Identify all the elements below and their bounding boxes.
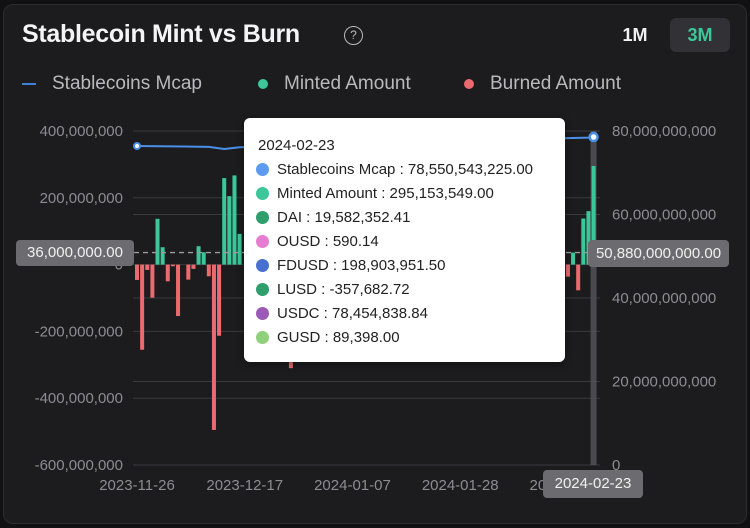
minted-bar — [586, 211, 591, 265]
burned-bar — [135, 264, 139, 280]
crosshair-left-value: 36,000,000.00 — [16, 240, 134, 266]
series-dot-icon — [256, 163, 269, 176]
crosshair-date: 2024-02-23 — [543, 470, 643, 498]
tooltip-row: OUSD : 590.14 — [256, 233, 379, 250]
legend-item-minted[interactable]: Minted Amount — [258, 73, 411, 95]
tooltip-row: Minted Amount : 295,153,549.00 — [256, 185, 494, 202]
tooltip-row-label: Stablecoins Mcap : 78,550,543,225.00 — [277, 161, 534, 178]
y-right-tick-label: 60,000,000,000 — [612, 207, 716, 224]
burned-bar — [576, 264, 581, 291]
tooltip-row: Stablecoins Mcap : 78,550,543,225.00 — [256, 161, 533, 178]
burned-bar — [211, 264, 216, 430]
legend-label: Burned Amount — [490, 73, 621, 94]
burned-bar — [150, 264, 155, 298]
burned-bar — [191, 264, 196, 269]
tooltip-row: DAI : 19,582,352.41 — [256, 209, 410, 226]
tooltip: 2024-02-23 Stablecoins Mcap : 78,550,543… — [244, 118, 565, 362]
tooltip-row-label: DAI : 19,582,352.41 — [277, 209, 411, 226]
minted-bar — [591, 166, 596, 265]
mcap-point-active — [588, 131, 599, 143]
legend-label: Stablecoins Mcap — [52, 73, 202, 94]
burned-bar — [565, 264, 570, 277]
y-left-tick-label: -600,000,000 — [35, 457, 123, 474]
burned-bar — [176, 264, 181, 317]
x-tick-label: 2024-01-07 — [314, 477, 391, 494]
y-left-tick-label: 200,000,000 — [40, 190, 123, 207]
line-swatch-icon — [22, 83, 36, 85]
tooltip-row: LUSD : -357,682.72 — [256, 281, 410, 298]
series-dot-icon — [256, 307, 269, 320]
range-1m-button[interactable]: 1M — [622, 25, 648, 45]
burned-bar — [186, 264, 191, 280]
y-left-tick-label: -200,000,000 — [35, 323, 123, 340]
minted-bar — [227, 196, 232, 265]
legend-label: Minted Amount — [284, 73, 411, 94]
range-3m-button[interactable]: 3M — [670, 18, 730, 52]
y-right-tick-label: 40,000,000,000 — [612, 290, 716, 307]
burned-bar — [170, 264, 175, 267]
tooltip-row: USDC : 78,454,838.84 — [256, 305, 428, 322]
series-dot-icon — [256, 211, 269, 224]
burned-bar — [140, 264, 145, 350]
dot-icon — [464, 79, 474, 89]
tooltip-row: FDUSD : 198,903,951.50 — [256, 257, 445, 274]
burned-bar — [165, 264, 170, 282]
series-dot-icon — [256, 187, 269, 200]
burned-bar — [206, 264, 211, 277]
burned-bar — [145, 264, 150, 270]
series-dot-icon — [256, 259, 269, 272]
tooltip-row-label: OUSD : 590.14 — [277, 233, 379, 250]
chart-title: Stablecoin Mint vs Burn — [22, 20, 300, 48]
mcap-line — [136, 136, 594, 150]
minted-bar — [160, 247, 165, 265]
minted-bar — [201, 252, 206, 265]
tooltip-date: 2024-02-23 — [258, 137, 335, 154]
y-left-tick-label: -400,000,000 — [35, 390, 123, 407]
crosshair-vertical-line — [590, 131, 597, 465]
y-right-tick-label: 80,000,000,000 — [612, 123, 716, 140]
crosshair-right-value: 50,880,000,000.00 — [588, 240, 729, 267]
minted-bar — [232, 175, 237, 265]
minted-bar — [581, 218, 586, 265]
tooltip-row-label: USDC : 78,454,838.84 — [277, 305, 428, 322]
tooltip-row: GUSD : 89,398.00 — [256, 329, 400, 346]
tooltip-row-label: LUSD : -357,682.72 — [277, 281, 410, 298]
y-right-tick-label: 20,000,000,000 — [612, 374, 716, 391]
series-dot-icon — [256, 283, 269, 296]
y-left-tick-label: 400,000,000 — [40, 123, 123, 140]
burned-bar — [217, 264, 222, 336]
y-right-tick-label: 0 — [612, 457, 620, 474]
x-tick-label: 2023-12-17 — [206, 477, 283, 494]
tooltip-row-label: FDUSD : 198,903,951.50 — [277, 257, 446, 274]
series-dot-icon — [256, 235, 269, 248]
mcap-point — [133, 142, 141, 151]
x-tick-label: 2024-01-28 — [422, 477, 499, 494]
minted-bar — [237, 233, 242, 265]
series-dot-icon — [256, 331, 269, 344]
legend-item-mcap[interactable]: Stablecoins Mcap — [22, 73, 202, 95]
minted-bar — [571, 252, 576, 265]
minted-bar — [222, 178, 227, 265]
tooltip-row-label: GUSD : 89,398.00 — [277, 329, 400, 346]
tooltip-row-label: Minted Amount : 295,153,549.00 — [277, 185, 494, 202]
dot-icon — [258, 79, 268, 89]
question-circle-icon[interactable]: ? — [344, 26, 363, 45]
x-tick-label: 2023-11-26 — [99, 477, 175, 494]
minted-bar — [155, 218, 160, 265]
legend-item-burned[interactable]: Burned Amount — [464, 73, 621, 95]
minted-bar — [196, 246, 201, 265]
